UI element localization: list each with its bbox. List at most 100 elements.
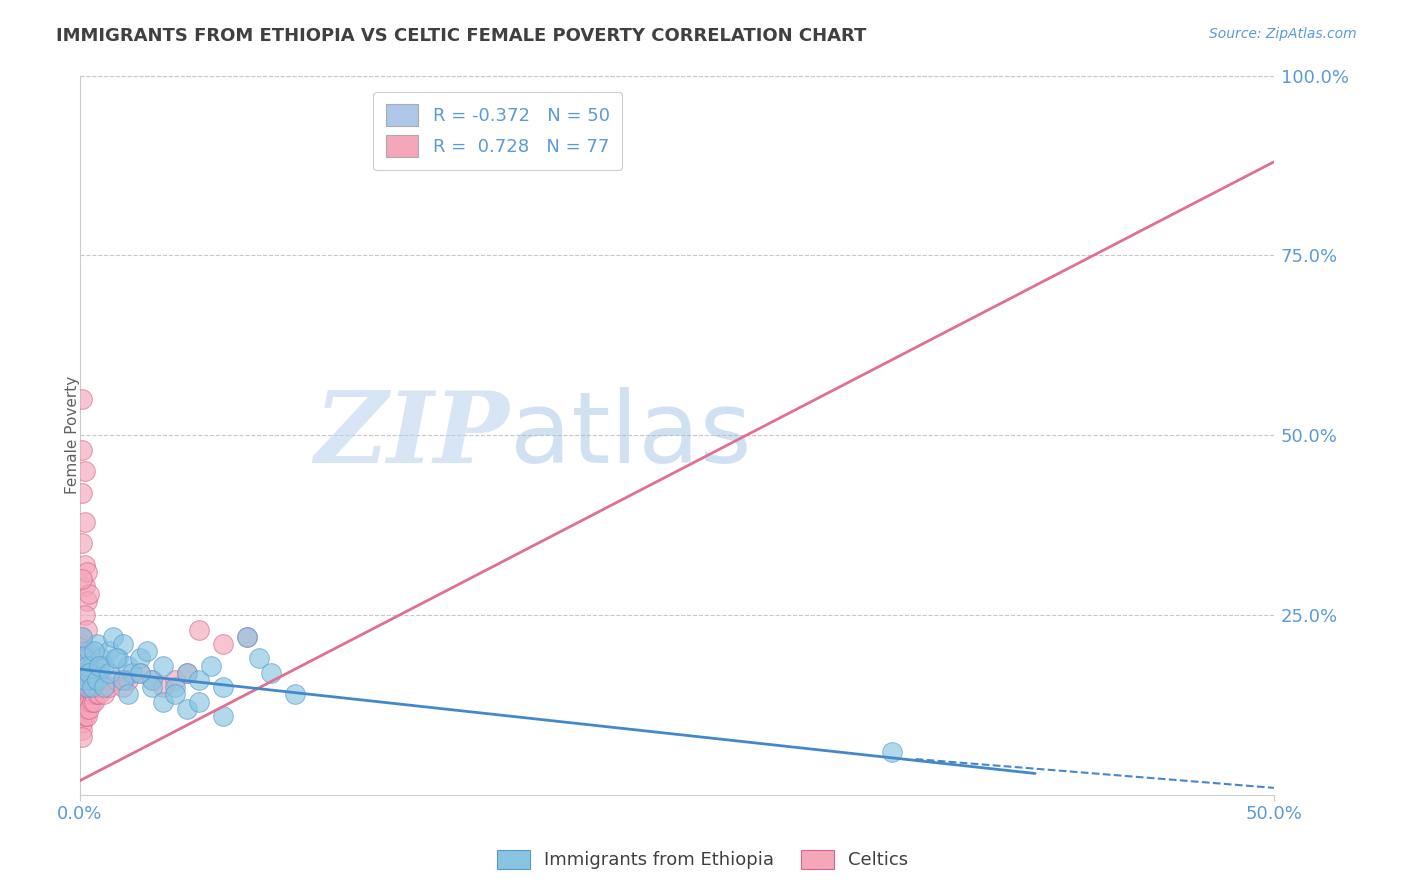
Point	[76, 658, 98, 673]
Point	[111, 673, 134, 687]
Point	[212, 637, 235, 651]
Point	[72, 486, 94, 500]
Point	[111, 637, 134, 651]
Point	[72, 572, 94, 586]
Point	[76, 623, 98, 637]
Point	[212, 709, 235, 723]
Point	[76, 594, 98, 608]
Point	[80, 673, 103, 687]
Point	[76, 565, 98, 579]
Point	[165, 680, 187, 694]
Point	[117, 673, 139, 687]
Text: ZIP: ZIP	[315, 387, 510, 483]
Point	[79, 665, 101, 680]
Point	[72, 392, 94, 407]
Point	[90, 651, 112, 665]
Point	[79, 687, 101, 701]
Point	[176, 665, 198, 680]
Point	[165, 673, 187, 687]
Point	[188, 623, 211, 637]
Point	[97, 680, 120, 694]
Point	[236, 630, 259, 644]
Point	[117, 658, 139, 673]
Point	[76, 665, 98, 680]
Point	[86, 687, 108, 701]
Point	[176, 665, 198, 680]
Point	[72, 637, 94, 651]
Point	[72, 702, 94, 716]
Point	[83, 694, 105, 708]
Point	[86, 637, 108, 651]
Point	[72, 658, 94, 673]
Point	[73, 673, 96, 687]
Point	[79, 644, 101, 658]
Point	[72, 665, 94, 680]
Point	[87, 680, 110, 694]
Point	[141, 680, 163, 694]
Point	[80, 694, 103, 708]
Point	[80, 680, 103, 694]
Point	[73, 658, 96, 673]
Point	[97, 665, 120, 680]
Point	[128, 665, 150, 680]
Point	[103, 630, 125, 644]
Point	[76, 694, 98, 708]
Point	[72, 716, 94, 731]
Point	[97, 644, 120, 658]
Point	[117, 687, 139, 701]
Point	[72, 673, 94, 687]
Point	[83, 673, 105, 687]
Point	[73, 608, 96, 623]
Point	[73, 464, 96, 478]
Point	[72, 644, 94, 658]
Point	[73, 673, 96, 687]
Point	[212, 680, 235, 694]
Point	[86, 673, 108, 687]
Point	[72, 630, 94, 644]
Point	[152, 694, 174, 708]
Point	[880, 745, 903, 759]
Point	[87, 665, 110, 680]
Point	[83, 687, 105, 701]
Point	[152, 680, 174, 694]
Point	[111, 680, 134, 694]
Point	[72, 536, 94, 550]
Point	[73, 665, 96, 680]
Point	[188, 694, 211, 708]
Point	[79, 673, 101, 687]
Point	[73, 694, 96, 708]
Point	[72, 694, 94, 708]
Point	[76, 687, 98, 701]
Point	[141, 673, 163, 687]
Point	[93, 680, 115, 694]
Text: Source: ZipAtlas.com: Source: ZipAtlas.com	[1209, 27, 1357, 41]
Point	[152, 658, 174, 673]
Legend: R = -0.372   N = 50, R =  0.728   N = 77: R = -0.372 N = 50, R = 0.728 N = 77	[373, 92, 623, 170]
Text: IMMIGRANTS FROM ETHIOPIA VS CELTIC FEMALE POVERTY CORRELATION CHART: IMMIGRANTS FROM ETHIOPIA VS CELTIC FEMAL…	[56, 27, 866, 45]
Point	[76, 651, 98, 665]
Point	[121, 665, 143, 680]
Point	[76, 673, 98, 687]
Point	[93, 658, 115, 673]
Point	[79, 694, 101, 708]
Point	[79, 702, 101, 716]
Point	[72, 442, 94, 457]
Point	[79, 586, 101, 600]
Point	[73, 702, 96, 716]
Point	[128, 651, 150, 665]
Point	[76, 680, 98, 694]
Point	[73, 515, 96, 529]
Point	[104, 673, 127, 687]
Point	[135, 644, 157, 658]
Point	[141, 673, 163, 687]
Point	[93, 687, 115, 701]
Point	[200, 658, 222, 673]
Point	[72, 680, 94, 694]
Point	[107, 651, 129, 665]
Point	[73, 709, 96, 723]
Point	[73, 644, 96, 658]
Point	[80, 680, 103, 694]
Point	[247, 651, 270, 665]
Point	[79, 680, 101, 694]
Point	[76, 709, 98, 723]
